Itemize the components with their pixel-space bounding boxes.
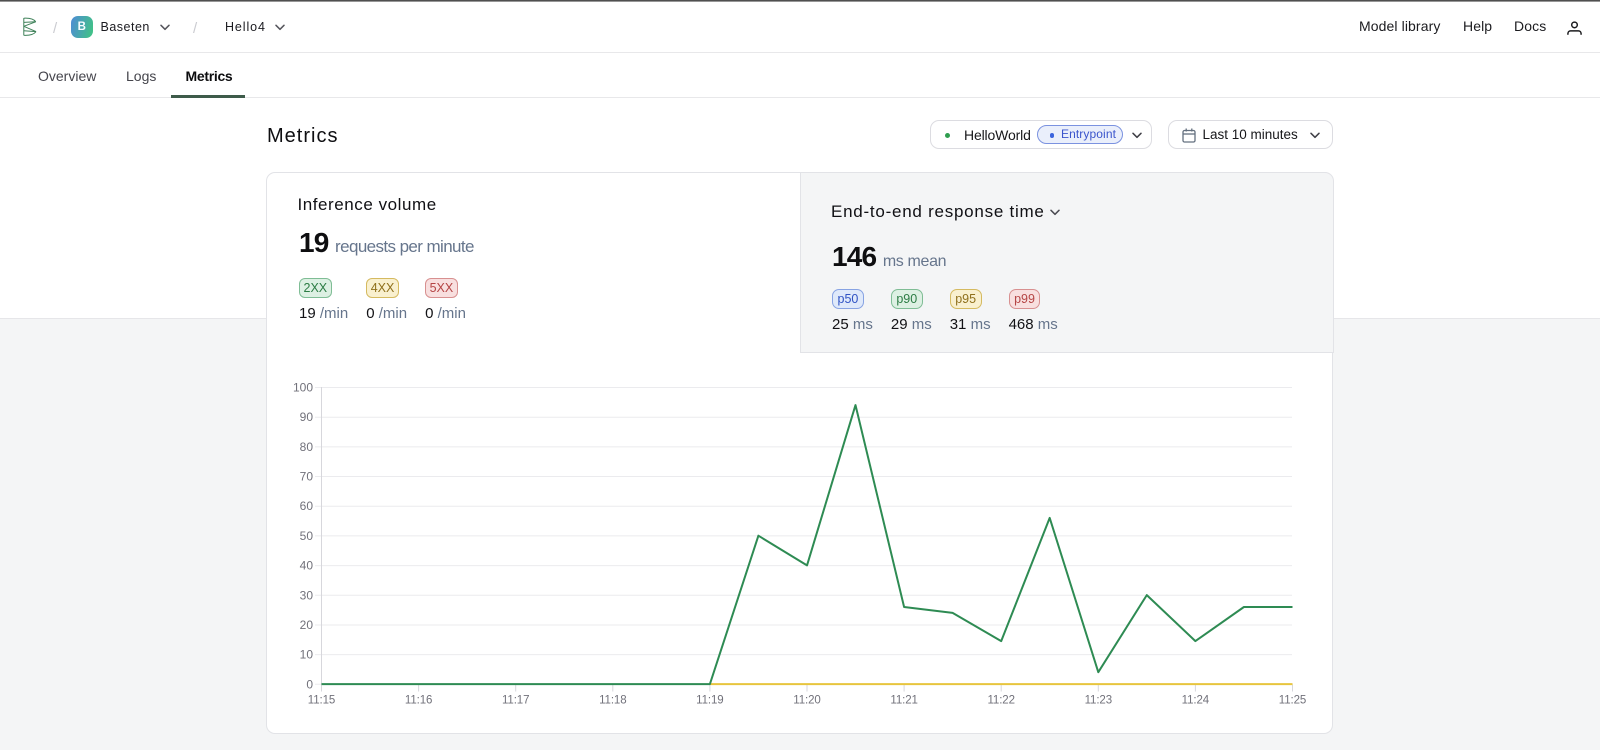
svg-text:11:22: 11:22 bbox=[987, 695, 1014, 707]
svg-text:50: 50 bbox=[300, 529, 314, 543]
svg-text:11:19: 11:19 bbox=[696, 695, 723, 707]
svg-text:30: 30 bbox=[300, 588, 314, 602]
svg-text:40: 40 bbox=[300, 559, 314, 573]
svg-text:11:20: 11:20 bbox=[793, 695, 820, 707]
svg-text:60: 60 bbox=[300, 499, 314, 513]
svg-text:11:17: 11:17 bbox=[502, 695, 529, 707]
svg-text:11:21: 11:21 bbox=[890, 695, 917, 707]
svg-text:11:23: 11:23 bbox=[1085, 695, 1112, 707]
svg-text:11:25: 11:25 bbox=[1279, 695, 1306, 707]
svg-text:11:18: 11:18 bbox=[599, 695, 626, 707]
svg-text:0: 0 bbox=[306, 677, 313, 691]
svg-text:100: 100 bbox=[293, 381, 313, 395]
svg-text:70: 70 bbox=[300, 470, 314, 484]
svg-text:11:16: 11:16 bbox=[405, 695, 432, 707]
svg-text:20: 20 bbox=[300, 618, 314, 632]
svg-text:10: 10 bbox=[300, 648, 314, 662]
svg-text:90: 90 bbox=[300, 410, 314, 424]
svg-text:80: 80 bbox=[300, 440, 314, 454]
svg-text:11:15: 11:15 bbox=[308, 695, 335, 707]
svg-text:11:24: 11:24 bbox=[1182, 695, 1210, 707]
